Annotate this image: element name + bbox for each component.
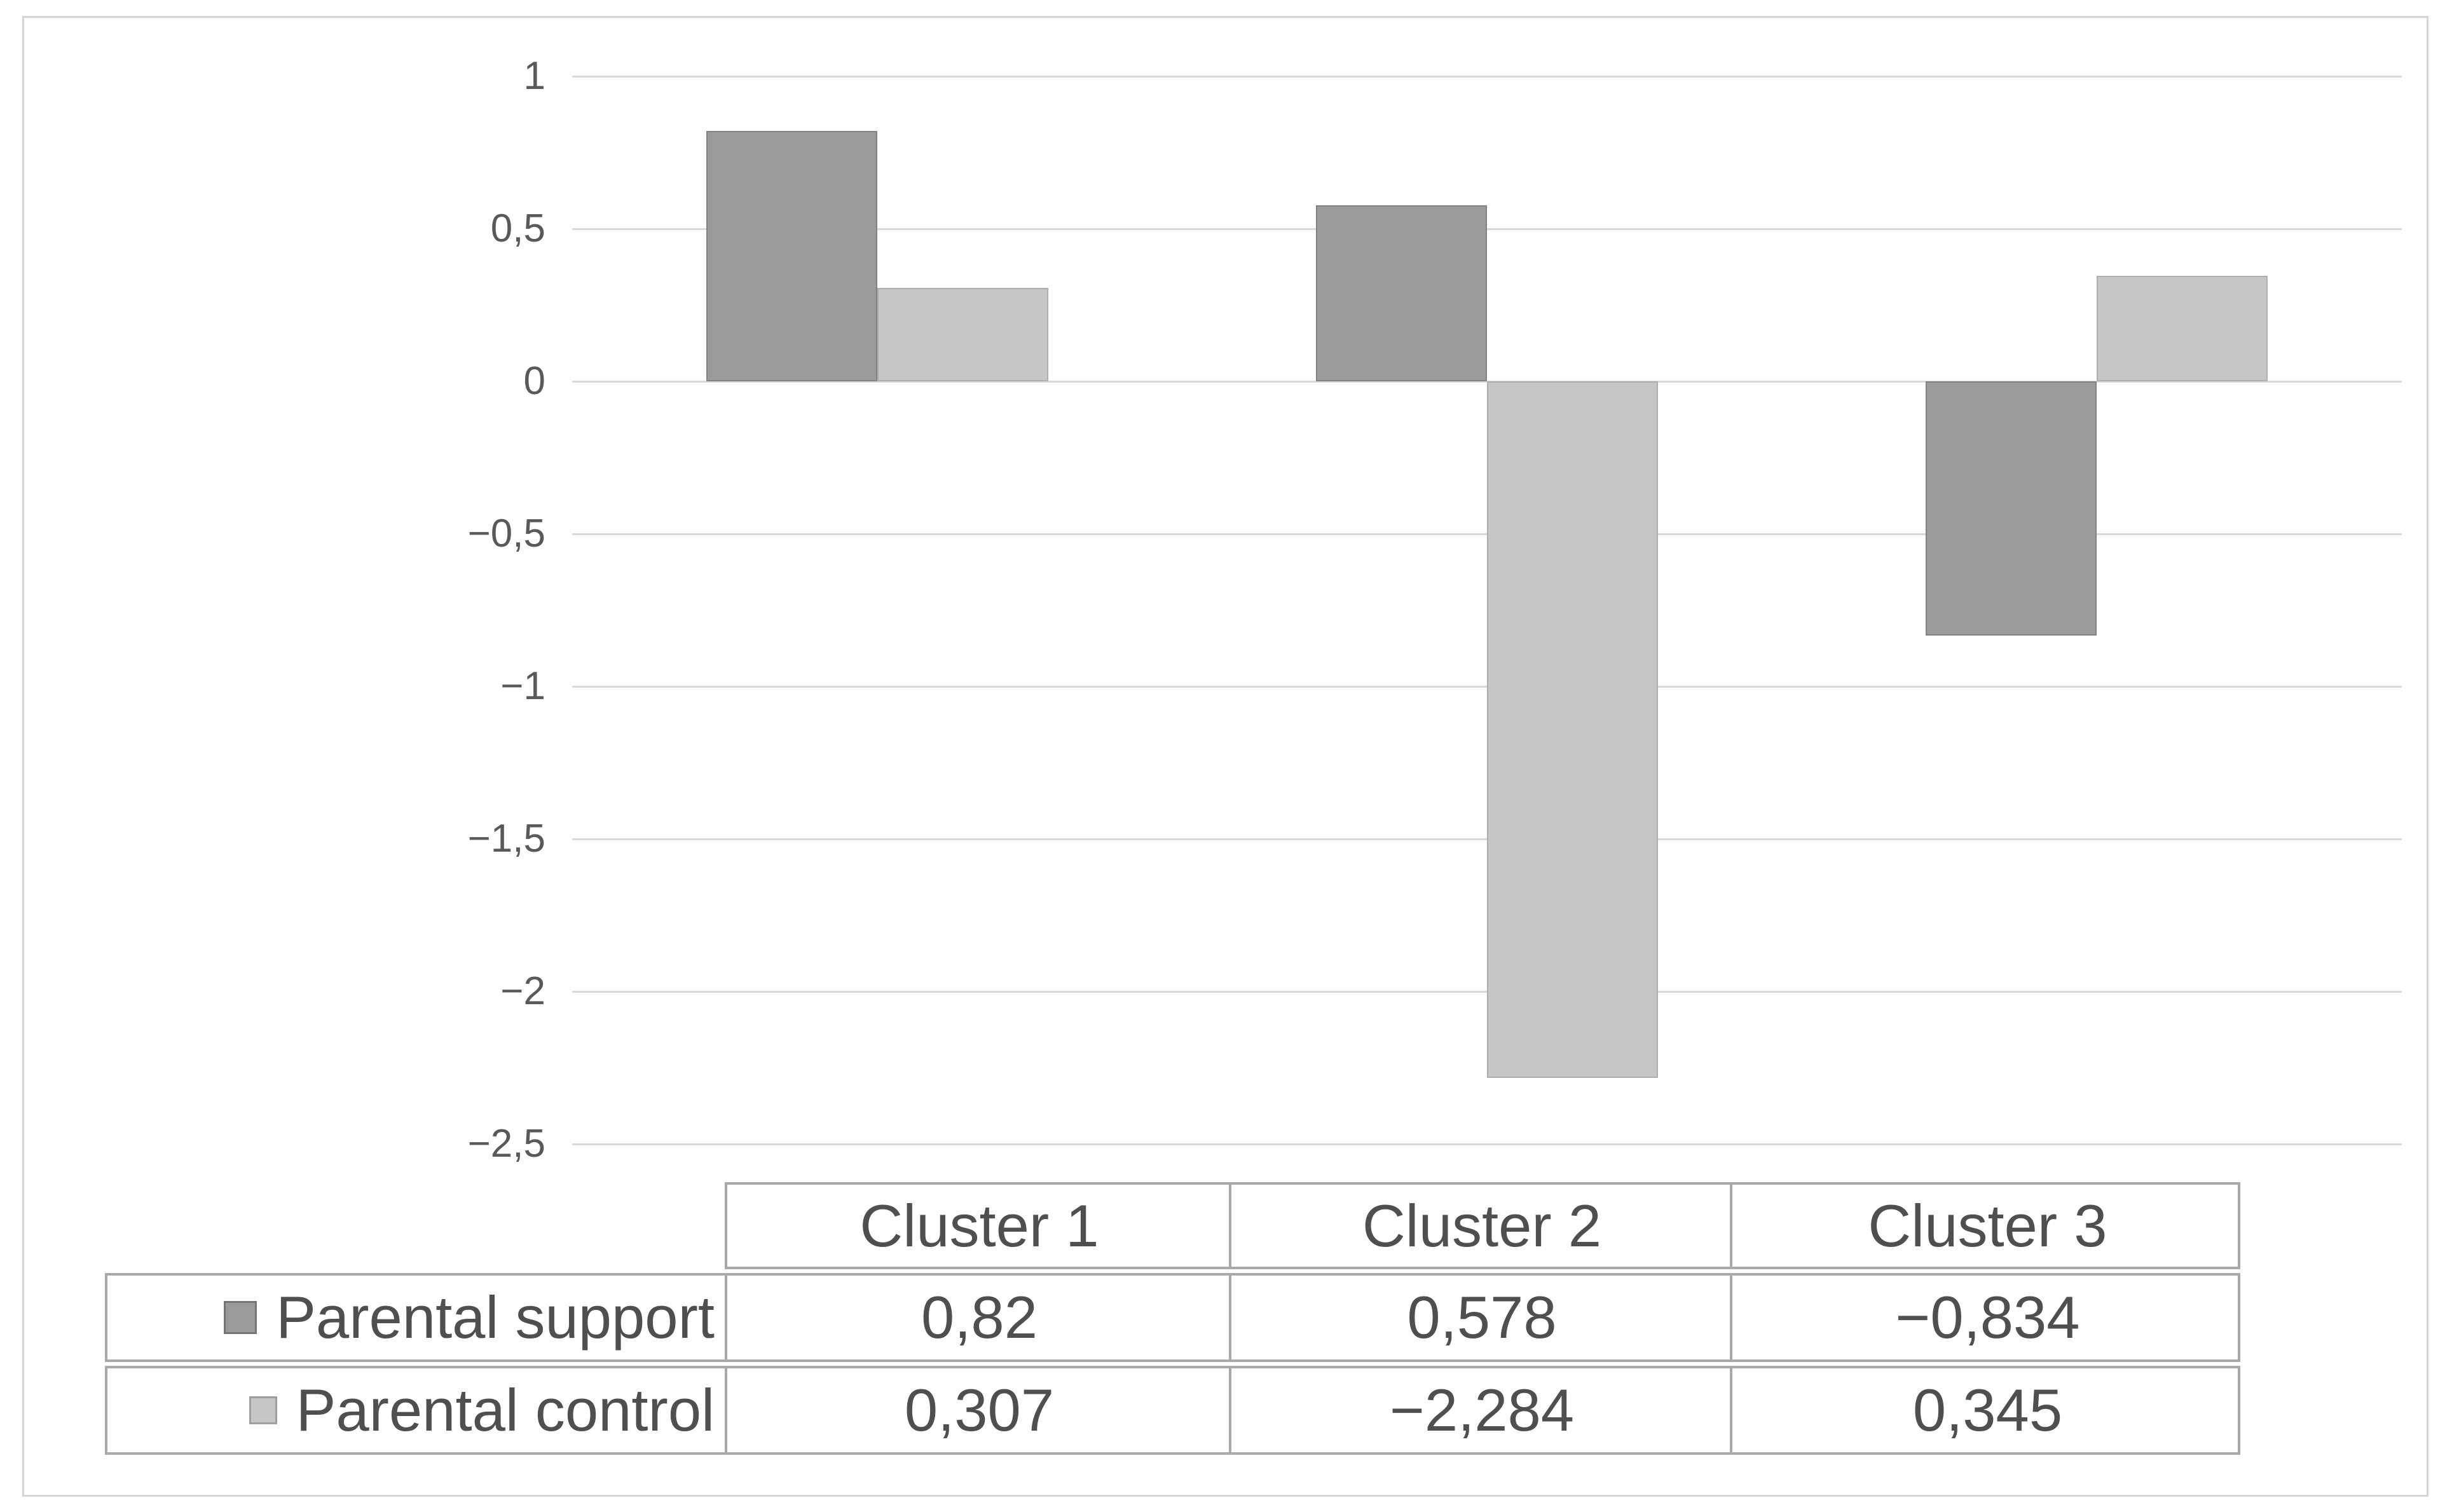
table-header-cell: Cluster 3 [1868, 1192, 2107, 1259]
series-label: Parental control [296, 1377, 715, 1443]
bar-series2-cluster3 [2097, 276, 2268, 381]
table-column-divider [1229, 1185, 1231, 1267]
bar-series1-cluster3 [1926, 381, 2097, 636]
legend-key-icon [249, 1396, 277, 1424]
table-column-divider [1229, 1368, 1231, 1452]
legend-key-icon [224, 1301, 257, 1334]
legend-cell: Parental control [107, 1368, 725, 1452]
table-header-cell: Cluster 2 [1362, 1192, 1602, 1259]
bar-series2-cluster2 [1487, 381, 1658, 1079]
y-tick-label: −0,5 [467, 512, 545, 555]
table-column-divider [1730, 1276, 1732, 1359]
table-data-row: Parental support 0,82 0,578 −0,834 [105, 1273, 2240, 1362]
bar-series1-cluster1 [706, 131, 877, 381]
bar-series1-cluster2 [1316, 205, 1487, 381]
y-gridline [572, 1143, 2402, 1145]
y-tick-label: −2 [500, 969, 545, 1013]
y-tick-label: 1 [523, 54, 545, 98]
table-header-cell: Cluster 1 [860, 1192, 1099, 1259]
series-label: Parental support [276, 1284, 715, 1351]
table-column-divider [725, 1368, 727, 1452]
table-header-row: Cluster 1 Cluster 2 Cluster 3 [725, 1182, 2240, 1269]
table-value-cell: 0,345 [1912, 1377, 2063, 1443]
table-column-divider [1730, 1185, 1732, 1267]
y-gridline [572, 75, 2402, 78]
y-tick-label: 0,5 [490, 207, 545, 250]
table-value-cell: 0,82 [921, 1284, 1038, 1351]
table-value-cell: −0,834 [1895, 1284, 2080, 1351]
table-value-cell: 0,578 [1407, 1284, 1557, 1351]
table-column-divider [1730, 1368, 1732, 1452]
y-tick-label: −1,5 [467, 817, 545, 861]
y-tick-label: −1 [500, 664, 545, 708]
legend-cell: Parental support [107, 1276, 725, 1359]
y-tick-label: −2,5 [467, 1122, 545, 1166]
table-value-cell: −2,284 [1389, 1377, 1575, 1443]
y-tick-label: 0 [523, 359, 545, 403]
table-value-cell: 0,307 [904, 1377, 1055, 1443]
table-data-row: Parental control 0,307 −2,284 0,345 [105, 1366, 2240, 1455]
table-column-divider [725, 1276, 727, 1359]
table-column-divider [1229, 1276, 1231, 1359]
y-gridline [572, 228, 2402, 230]
bar-series2-cluster1 [877, 287, 1048, 381]
